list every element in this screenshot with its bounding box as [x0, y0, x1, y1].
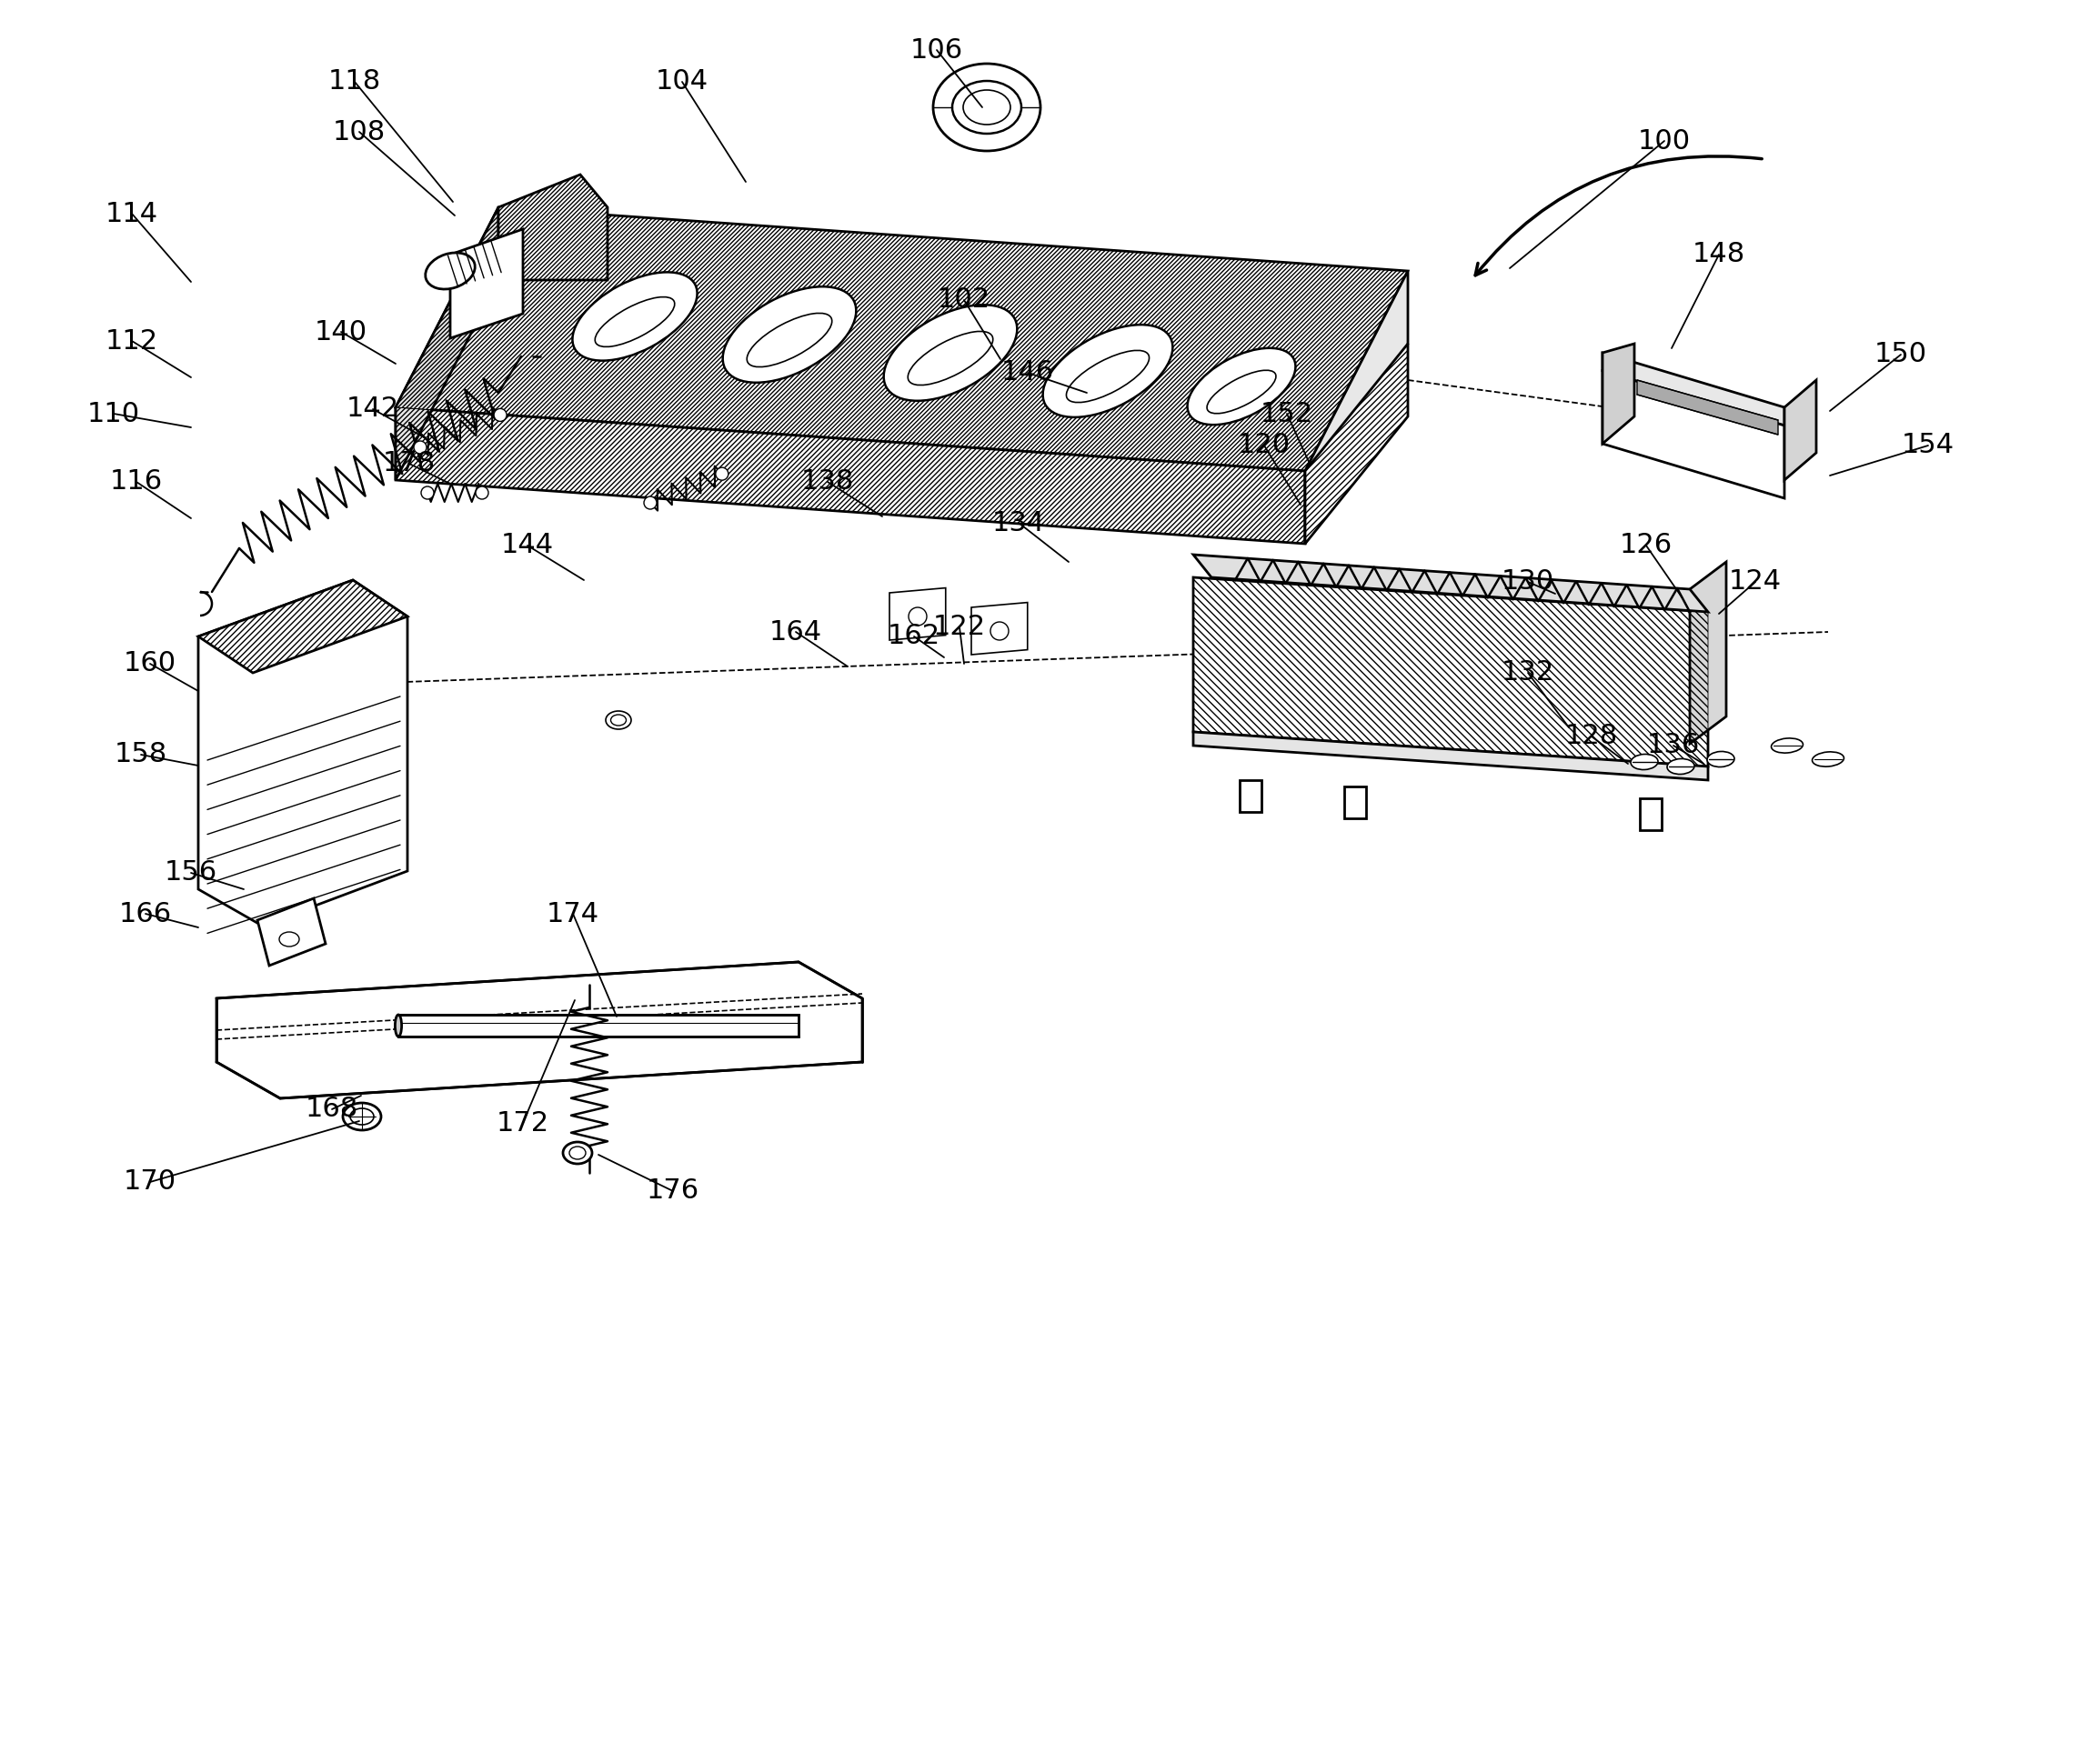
Polygon shape [197, 580, 407, 673]
Text: 142: 142 [346, 397, 399, 423]
Ellipse shape [1707, 751, 1735, 767]
Circle shape [991, 622, 1008, 640]
Text: 178: 178 [382, 451, 437, 478]
Polygon shape [258, 899, 326, 966]
Polygon shape [395, 208, 498, 480]
Circle shape [909, 608, 926, 626]
Ellipse shape [932, 63, 1040, 152]
Polygon shape [972, 603, 1027, 654]
Circle shape [422, 487, 435, 499]
Text: 166: 166 [120, 901, 172, 927]
Text: 140: 140 [315, 319, 367, 346]
Text: 128: 128 [1564, 723, 1619, 749]
Text: 116: 116 [109, 469, 164, 495]
Text: 106: 106 [909, 37, 964, 63]
Text: 150: 150 [1875, 342, 1928, 368]
Polygon shape [1602, 353, 1785, 425]
Text: 154: 154 [1903, 432, 1955, 458]
Polygon shape [1304, 272, 1407, 543]
Ellipse shape [1044, 324, 1172, 418]
Text: 160: 160 [124, 651, 176, 677]
Text: 132: 132 [1502, 659, 1554, 686]
Text: 164: 164 [769, 619, 823, 645]
Ellipse shape [1186, 347, 1296, 425]
Text: 122: 122 [932, 614, 985, 640]
Circle shape [645, 497, 657, 510]
Text: 112: 112 [105, 328, 157, 354]
Text: 162: 162 [888, 624, 941, 649]
Polygon shape [449, 229, 523, 338]
Text: 168: 168 [304, 1097, 359, 1123]
Circle shape [716, 467, 729, 480]
Text: 114: 114 [105, 201, 157, 227]
Text: 120: 120 [1237, 432, 1292, 458]
Text: 156: 156 [164, 860, 218, 887]
Ellipse shape [1812, 751, 1844, 767]
Text: 100: 100 [1638, 127, 1690, 153]
Circle shape [414, 441, 426, 453]
Text: 134: 134 [991, 510, 1046, 536]
Text: 138: 138 [800, 469, 855, 495]
Ellipse shape [279, 933, 298, 947]
Ellipse shape [395, 1015, 401, 1037]
Ellipse shape [722, 287, 857, 383]
Polygon shape [1602, 344, 1634, 444]
Ellipse shape [951, 81, 1021, 134]
Polygon shape [498, 175, 607, 280]
Polygon shape [395, 407, 1304, 543]
Polygon shape [1193, 732, 1707, 779]
Text: 136: 136 [1646, 732, 1699, 758]
Polygon shape [1690, 562, 1726, 744]
Text: 144: 144 [502, 532, 554, 559]
Text: 104: 104 [655, 69, 708, 95]
Text: 108: 108 [332, 118, 386, 145]
Polygon shape [1193, 555, 1707, 612]
Text: 174: 174 [546, 901, 598, 927]
Text: 172: 172 [496, 1109, 550, 1135]
Ellipse shape [605, 710, 632, 730]
Ellipse shape [563, 1142, 592, 1164]
Text: 148: 148 [1693, 242, 1745, 268]
Ellipse shape [573, 272, 697, 361]
Polygon shape [216, 963, 863, 1098]
Polygon shape [1304, 344, 1407, 543]
Polygon shape [1640, 799, 1661, 830]
Text: 126: 126 [1619, 532, 1672, 559]
Circle shape [494, 409, 506, 421]
Polygon shape [399, 1015, 798, 1037]
Polygon shape [1602, 370, 1785, 499]
Ellipse shape [1770, 739, 1804, 753]
Text: 124: 124 [1728, 569, 1781, 596]
Polygon shape [395, 208, 1407, 471]
Ellipse shape [342, 1104, 380, 1130]
Text: 110: 110 [88, 400, 141, 427]
Text: 102: 102 [937, 287, 991, 314]
Polygon shape [197, 580, 407, 926]
Polygon shape [1193, 577, 1707, 767]
Ellipse shape [426, 252, 475, 289]
Text: 176: 176 [647, 1178, 699, 1204]
Circle shape [477, 487, 489, 499]
Polygon shape [1638, 381, 1779, 435]
Ellipse shape [1632, 755, 1659, 770]
Polygon shape [1785, 381, 1816, 480]
Text: 146: 146 [1002, 360, 1054, 386]
Text: 170: 170 [124, 1169, 176, 1195]
Polygon shape [890, 587, 945, 640]
Text: 152: 152 [1260, 400, 1312, 427]
Polygon shape [1344, 786, 1365, 818]
Ellipse shape [884, 305, 1016, 400]
Text: 118: 118 [328, 69, 382, 95]
Ellipse shape [1667, 758, 1695, 774]
Polygon shape [1239, 779, 1262, 813]
Text: 158: 158 [116, 742, 168, 769]
Text: 130: 130 [1502, 569, 1554, 596]
